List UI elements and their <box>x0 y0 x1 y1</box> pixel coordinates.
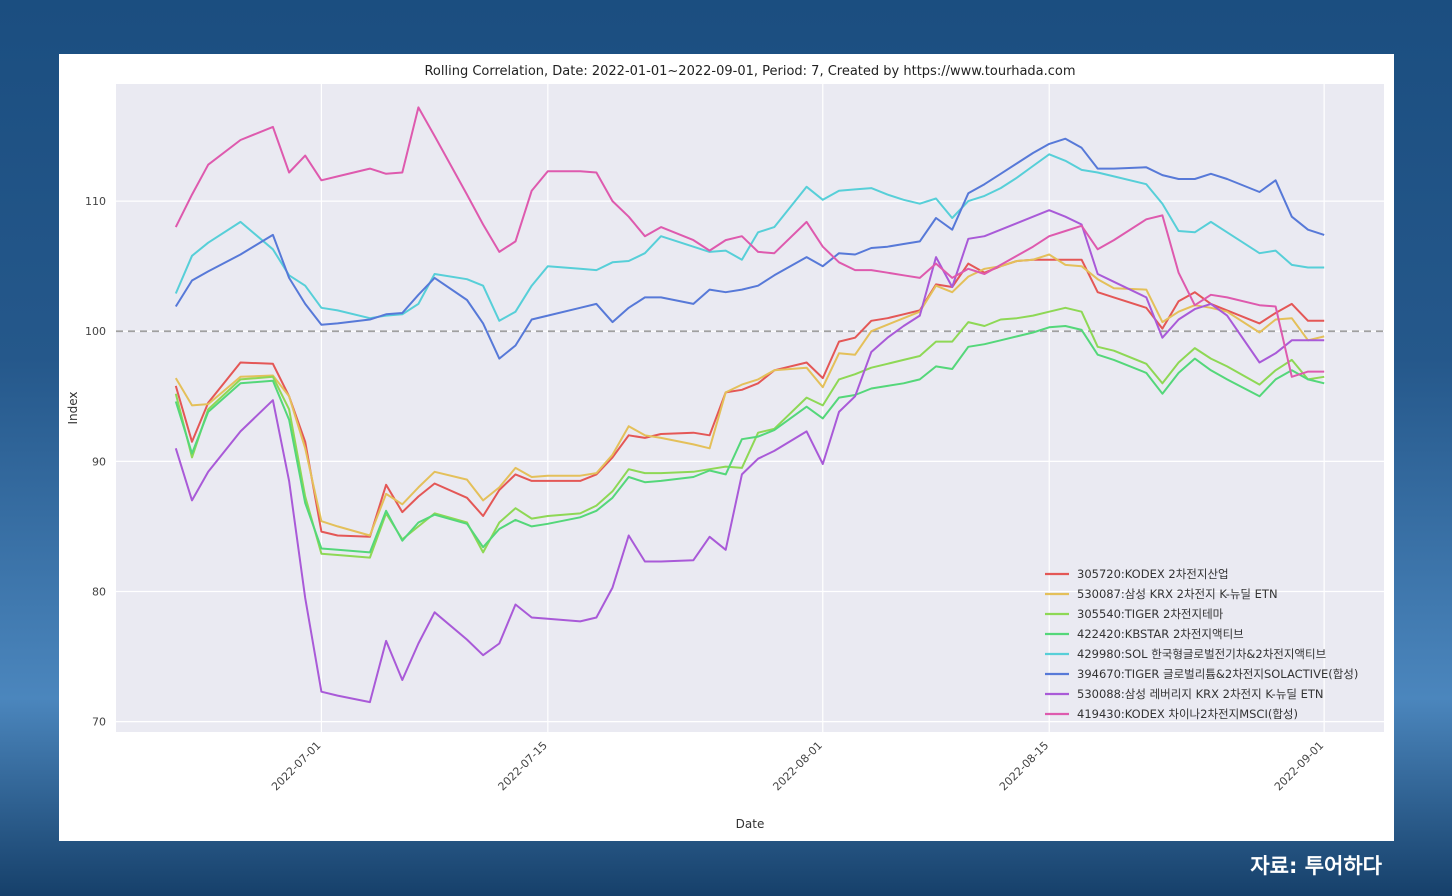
y-tick-label: 110 <box>85 195 106 208</box>
x-tick-label: 2022-08-15 <box>997 739 1051 793</box>
series-line-5 <box>174 137 1325 360</box>
chart-panel: 70 80 90 100 110 2022-07-01 2022-07-15 2022-08-… <box>59 54 1394 841</box>
plot-area <box>116 84 1384 732</box>
rolling-correlation-chart: 70 80 90 100 110 2022-07-01 2022-07-15 2022-08-… <box>66 64 1384 831</box>
legend-label: 305540:TIGER 2차전지테마 <box>1077 607 1224 621</box>
x-tick-label: 2022-08-01 <box>770 739 824 793</box>
y-tick-label: 70 <box>92 716 106 729</box>
series-line-7 <box>174 106 1325 378</box>
series-line-6 <box>174 209 1325 704</box>
legend-label: 530088:삼성 레버리지 KRX 2차전지 K-뉴딜 ETN <box>1077 687 1324 701</box>
x-tick-label: 2022-09-01 <box>1272 739 1326 793</box>
chart-title: Rolling Correlation, Date: 2022-01-01~20… <box>424 64 1075 79</box>
series-line-1 <box>174 253 1325 537</box>
y-tick-label: 80 <box>92 585 106 598</box>
legend-label: 419430:KODEX 차이나2차전지MSCI(합성) <box>1077 707 1298 721</box>
legend-label: 530087:삼성 KRX 2차전지 K-뉴딜 ETN <box>1077 587 1278 601</box>
legend-label: 394670:TIGER 글로벌리튬&2차전지SOLACTIVE(합성) <box>1077 667 1358 681</box>
source-credit: 자료: 투어하다 <box>1250 854 1382 878</box>
x-tick-label: 2022-07-15 <box>496 739 550 793</box>
y-tick-label: 90 <box>92 455 106 468</box>
series-line-3 <box>174 325 1325 554</box>
x-tick-label: 2022-07-01 <box>269 739 323 793</box>
y-tick-label: 100 <box>85 325 106 338</box>
y-axis-label: Index <box>66 391 80 424</box>
legend-label: 305720:KODEX 2차전지산업 <box>1077 567 1229 581</box>
legend-label: 422420:KBSTAR 2차전지액티브 <box>1077 627 1244 641</box>
series-line-4 <box>174 153 1325 322</box>
x-axis-label: Date <box>736 817 765 831</box>
legend-label: 429980:SOL 한국형글로벌전기차&2차전지액티브 <box>1077 647 1326 661</box>
